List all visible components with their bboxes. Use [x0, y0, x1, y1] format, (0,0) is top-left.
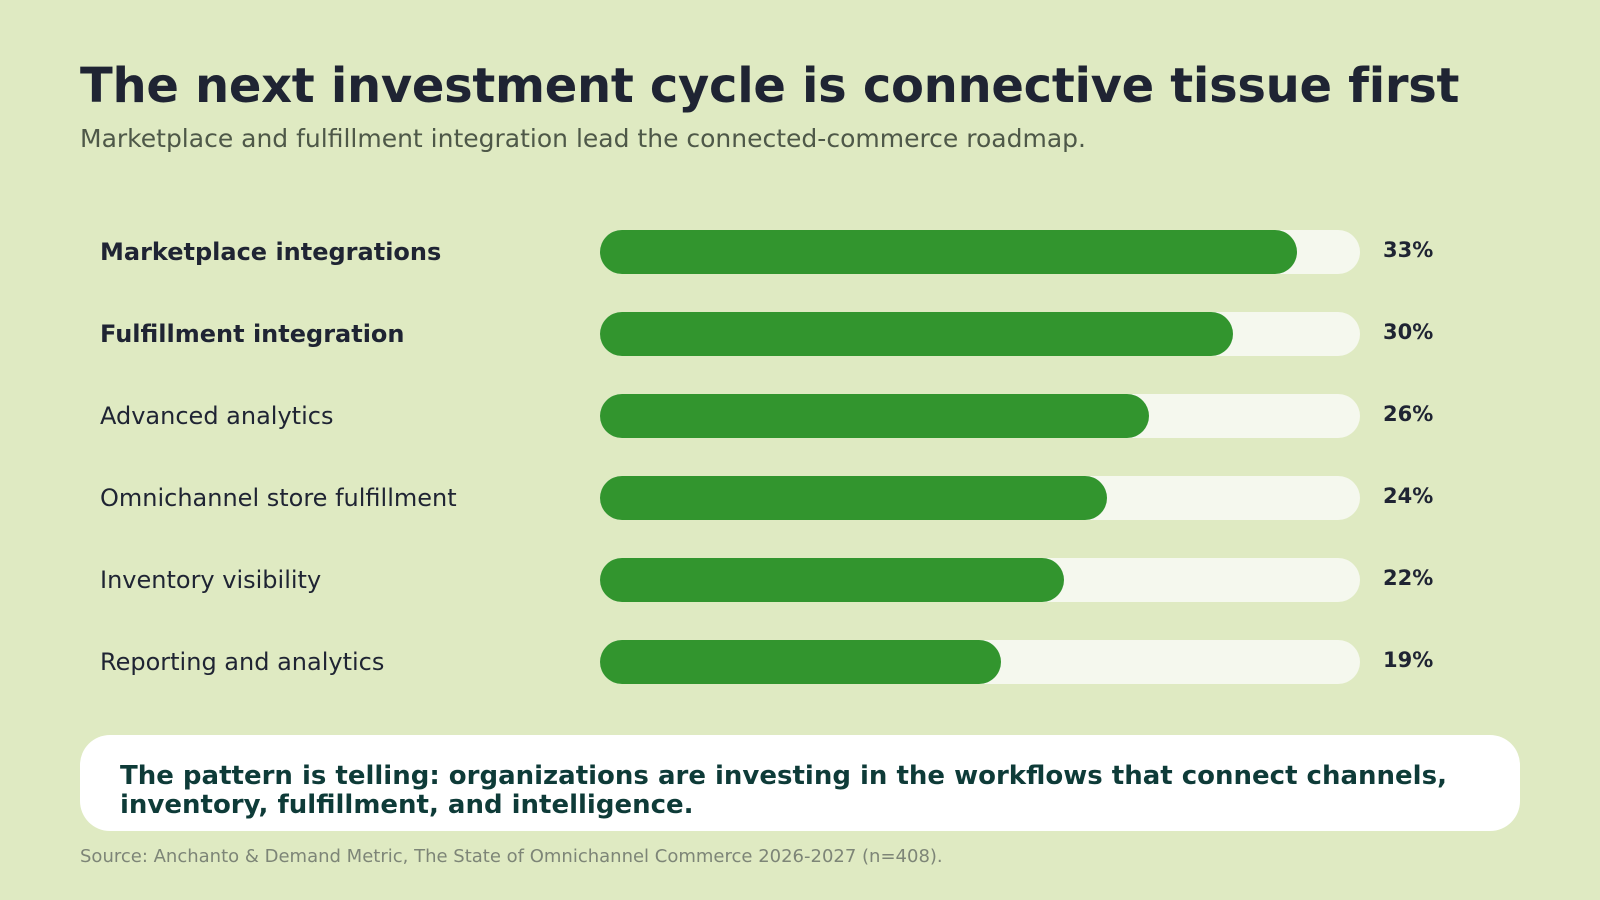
insight-callout: The pattern is telling: organizations ar… [80, 735, 1520, 831]
slide-title: The next investment cycle is connective … [80, 58, 1460, 114]
value-label: 33% [1383, 238, 1434, 262]
value-label: 22% [1383, 566, 1434, 590]
value-label: 19% [1383, 648, 1434, 672]
category-label: Reporting and analytics [100, 648, 385, 676]
value-label: 24% [1383, 484, 1434, 508]
bar-track [600, 558, 1360, 602]
bar [600, 476, 1107, 520]
bar-track [600, 640, 1360, 684]
value-label: 30% [1383, 320, 1434, 344]
bar-track [600, 476, 1360, 520]
bar-track [600, 312, 1360, 356]
bar-track [600, 394, 1360, 438]
category-label: Inventory visibility [100, 566, 322, 594]
source-note: Source: Anchanto & Demand Metric, The St… [80, 846, 943, 867]
category-label: Advanced analytics [100, 402, 334, 430]
bar [600, 312, 1233, 356]
bar [600, 640, 1001, 684]
bar [600, 394, 1149, 438]
bar [600, 230, 1297, 274]
slide-subtitle: Marketplace and fulfillment integration … [80, 124, 1086, 153]
category-label: Fulfillment integration [100, 320, 405, 348]
callout-text: The pattern is telling: organizations ar… [120, 761, 1447, 820]
bar-track [600, 230, 1360, 274]
category-label: Marketplace integrations [100, 238, 442, 266]
bar [600, 558, 1064, 602]
category-label: Omnichannel store fulfillment [100, 484, 457, 512]
value-label: 26% [1383, 402, 1434, 426]
